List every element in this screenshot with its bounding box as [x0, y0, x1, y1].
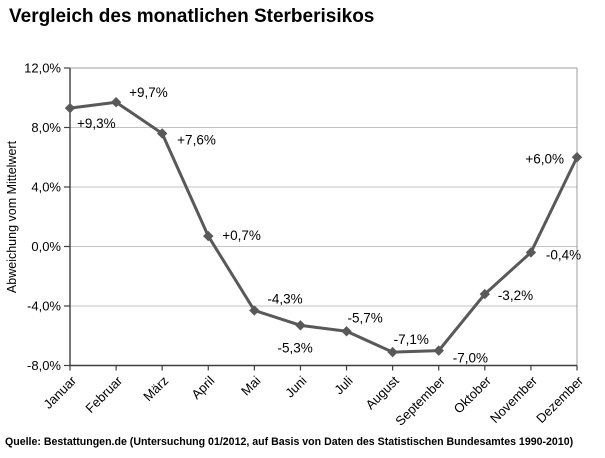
data-point-marker: [156, 128, 168, 139]
x-tick-label: Januar: [40, 373, 79, 412]
data-point-marker: [571, 152, 583, 163]
data-point-marker: [249, 305, 260, 316]
x-tick-label: April: [188, 373, 217, 402]
y-tick-label: -8,0%: [27, 358, 61, 373]
x-tick-label: Mai: [238, 373, 263, 398]
y-tick-label: 0,0%: [31, 239, 61, 254]
data-point-label: -7,0%: [453, 351, 488, 366]
data-point-label: +9,3%: [77, 116, 116, 131]
data-point-label: +7,6%: [177, 132, 216, 147]
data-point-label: -4,3%: [267, 291, 302, 306]
y-tick-label: -4,0%: [27, 299, 61, 314]
data-point-marker: [387, 346, 398, 358]
y-tick-label: 12,0%: [24, 61, 61, 76]
data-point-label: -7,1%: [394, 332, 429, 347]
data-point-marker: [64, 102, 76, 114]
x-tick-label: Dezember: [533, 373, 586, 426]
data-point-label: +0,7%: [222, 228, 261, 243]
data-point-marker: [341, 326, 352, 337]
x-tick-label: Juli: [331, 373, 355, 397]
x-tick-label: Juni: [282, 373, 310, 401]
data-point-marker: [203, 230, 214, 242]
source-note: Quelle: Bestattungen.de (Untersuchung 01…: [5, 436, 574, 448]
x-tick-label: November: [487, 373, 540, 426]
data-point-marker: [433, 345, 444, 356]
data-point-marker: [110, 97, 122, 108]
x-tick-label: Oktober: [451, 373, 495, 417]
data-point-marker: [479, 288, 491, 300]
series-line: [68, 100, 579, 354]
y-tick-label: 8,0%: [31, 120, 61, 135]
data-point-label: +6,0%: [525, 151, 564, 166]
data-point-label: -0,4%: [546, 247, 581, 262]
x-tick-label: Februar: [82, 373, 125, 416]
x-tick-label: September: [392, 373, 448, 429]
y-axis-title: Abweichung vom Mittelwert: [5, 140, 19, 293]
data-point-marker: [525, 247, 537, 258]
data-point-marker: [295, 320, 306, 331]
data-point-label: -3,2%: [498, 288, 533, 303]
data-point-label: -5,7%: [348, 310, 383, 325]
data-point-label: +9,7%: [129, 85, 168, 100]
y-tick-label: 4,0%: [31, 180, 61, 195]
chart-title: Vergleich des monatlichen Sterberisikos: [9, 6, 375, 27]
data-point-label: -5,3%: [277, 340, 312, 355]
x-tick-label: August: [363, 373, 402, 412]
x-tick-label: März: [140, 373, 171, 404]
